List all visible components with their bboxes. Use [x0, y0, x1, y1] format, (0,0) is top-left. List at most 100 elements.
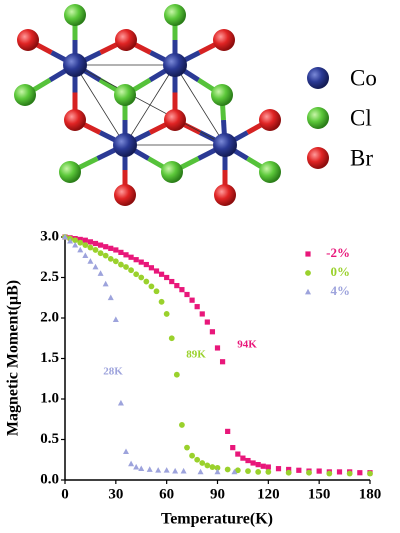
data-point — [275, 466, 282, 472]
data-point — [173, 371, 180, 378]
data-point — [234, 467, 241, 474]
data-point — [163, 467, 170, 473]
data-point — [102, 252, 109, 259]
data-point — [67, 237, 74, 244]
data-point — [112, 258, 119, 265]
cl-atom — [64, 4, 86, 26]
y-tick-label: 0.0 — [40, 471, 59, 487]
data-point — [87, 244, 94, 251]
legend-marker — [305, 270, 311, 276]
data-point — [153, 268, 160, 274]
data-point — [357, 470, 363, 476]
data-point — [168, 335, 175, 342]
x-tick-label: 90 — [210, 486, 225, 502]
data-point — [197, 468, 204, 475]
co-atom — [63, 53, 87, 77]
data-point — [245, 457, 251, 464]
data-point — [77, 246, 84, 253]
data-point — [179, 422, 185, 428]
legend-marker — [305, 288, 311, 295]
data-point — [286, 466, 292, 473]
legend-atom — [307, 107, 329, 129]
cl-atom — [161, 161, 183, 183]
data-point — [172, 467, 179, 474]
data-point — [184, 444, 190, 451]
data-point — [118, 261, 124, 268]
data-point — [77, 236, 83, 243]
data-point — [231, 468, 238, 475]
data-point — [72, 237, 79, 244]
data-point — [113, 247, 119, 253]
annotation: 28K — [103, 366, 123, 378]
br-atom — [64, 109, 86, 131]
cl-atom — [259, 161, 281, 183]
data-point — [138, 274, 145, 281]
data-point — [143, 261, 149, 268]
annotation: 89K — [186, 349, 206, 361]
data-point — [87, 239, 94, 245]
data-point — [133, 257, 139, 263]
br-atom — [214, 184, 236, 206]
legend-label: Cl — [350, 105, 372, 130]
data-point — [103, 244, 109, 250]
data-point — [255, 462, 261, 468]
legend-label: -2% — [326, 245, 350, 260]
data-point — [102, 280, 109, 287]
data-point — [219, 359, 226, 365]
data-point — [174, 283, 180, 289]
data-point — [189, 452, 195, 459]
br-atom — [17, 29, 39, 51]
y-tick-label: 0.5 — [40, 431, 59, 447]
data-point — [92, 247, 99, 253]
cl-atom — [14, 84, 36, 106]
data-point — [128, 267, 134, 274]
data-point — [92, 240, 99, 247]
cell-edge — [174, 64, 226, 146]
data-point — [143, 278, 150, 285]
data-point — [260, 463, 266, 469]
data-point — [224, 466, 231, 473]
cl-atom — [164, 4, 186, 26]
x-tick-label: 120 — [257, 486, 280, 502]
data-point — [123, 252, 129, 258]
data-point — [164, 274, 170, 281]
data-point — [97, 242, 104, 248]
co-atom — [163, 53, 187, 77]
br-atom — [213, 29, 235, 51]
data-point — [148, 283, 155, 290]
data-point — [82, 237, 88, 243]
data-point — [97, 250, 104, 257]
x-tick-label: 150 — [308, 486, 331, 502]
data-point — [230, 445, 236, 451]
y-tick-label: 2.5 — [40, 269, 59, 285]
br-atom — [115, 29, 137, 51]
data-point — [214, 468, 221, 475]
data-point — [117, 399, 124, 406]
legend-label: 4% — [331, 283, 351, 298]
data-point — [112, 316, 119, 323]
data-point — [82, 242, 89, 249]
y-tick-label: 2.0 — [40, 309, 59, 325]
y-tick-label: 1.5 — [40, 350, 59, 366]
data-point — [128, 460, 135, 467]
data-point — [326, 470, 333, 477]
data-point — [194, 304, 200, 310]
data-point — [133, 463, 140, 470]
chart: Temperature(K) Magnetic Moment(μB) 0.0 0.… — [5, 228, 382, 527]
data-point — [255, 469, 262, 475]
data-point — [316, 468, 322, 474]
cl-atom — [211, 84, 233, 106]
data-point — [265, 469, 272, 475]
data-point — [77, 239, 84, 246]
cell-edge — [74, 64, 126, 146]
data-point — [133, 271, 140, 278]
data-point — [184, 291, 190, 298]
co-atom — [213, 133, 237, 157]
data-point — [214, 345, 221, 351]
data-point — [138, 259, 144, 265]
data-point — [158, 298, 165, 305]
data-point — [158, 271, 165, 277]
x-tick-label: 180 — [359, 486, 382, 502]
legend-label: Br — [350, 145, 373, 170]
data-point — [189, 297, 195, 303]
